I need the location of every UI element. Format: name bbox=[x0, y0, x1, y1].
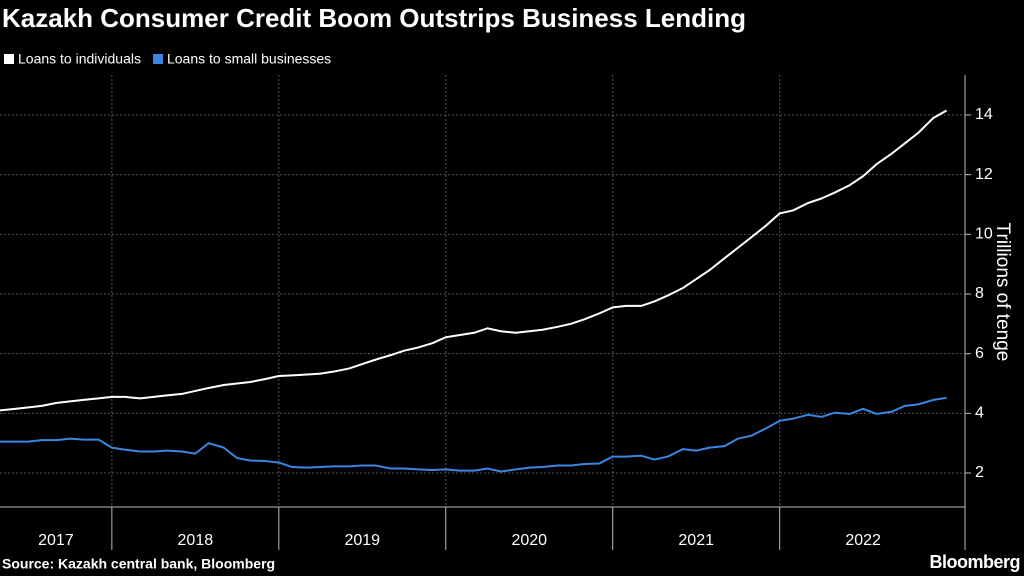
legend-label: Loans to individuals bbox=[18, 51, 141, 67]
source: Source: Kazakh central bank, Bloomberg bbox=[2, 556, 275, 572]
y-tick-label: 6 bbox=[975, 345, 984, 362]
x-tick-label: 2017 bbox=[38, 532, 74, 549]
legend-label: Loans to small businesses bbox=[167, 51, 331, 67]
y-tick-label: 14 bbox=[975, 106, 993, 123]
x-tick-label: 2022 bbox=[845, 532, 881, 549]
y-axis-title: Trillions of tenge bbox=[992, 223, 1013, 362]
y-tick-label: 8 bbox=[975, 285, 984, 302]
x-tick-label: 2019 bbox=[344, 532, 380, 549]
x-tick-label: 2018 bbox=[178, 532, 214, 549]
y-tick-label: 10 bbox=[975, 226, 993, 243]
y-tick-label: 4 bbox=[975, 405, 984, 422]
series-line bbox=[0, 109, 948, 412]
x-tick-label: 2021 bbox=[678, 532, 714, 549]
brand: Bloomberg bbox=[929, 552, 1020, 572]
x-tick-label: 2020 bbox=[511, 532, 547, 549]
chart-title: Kazakh Consumer Credit Boom Outstrips Bu… bbox=[2, 3, 746, 33]
y-tick-label: 12 bbox=[975, 166, 993, 183]
legend-swatch bbox=[152, 54, 163, 64]
series-line bbox=[0, 396, 947, 473]
legend-swatch bbox=[4, 54, 14, 64]
y-tick-label: 2 bbox=[975, 464, 984, 481]
